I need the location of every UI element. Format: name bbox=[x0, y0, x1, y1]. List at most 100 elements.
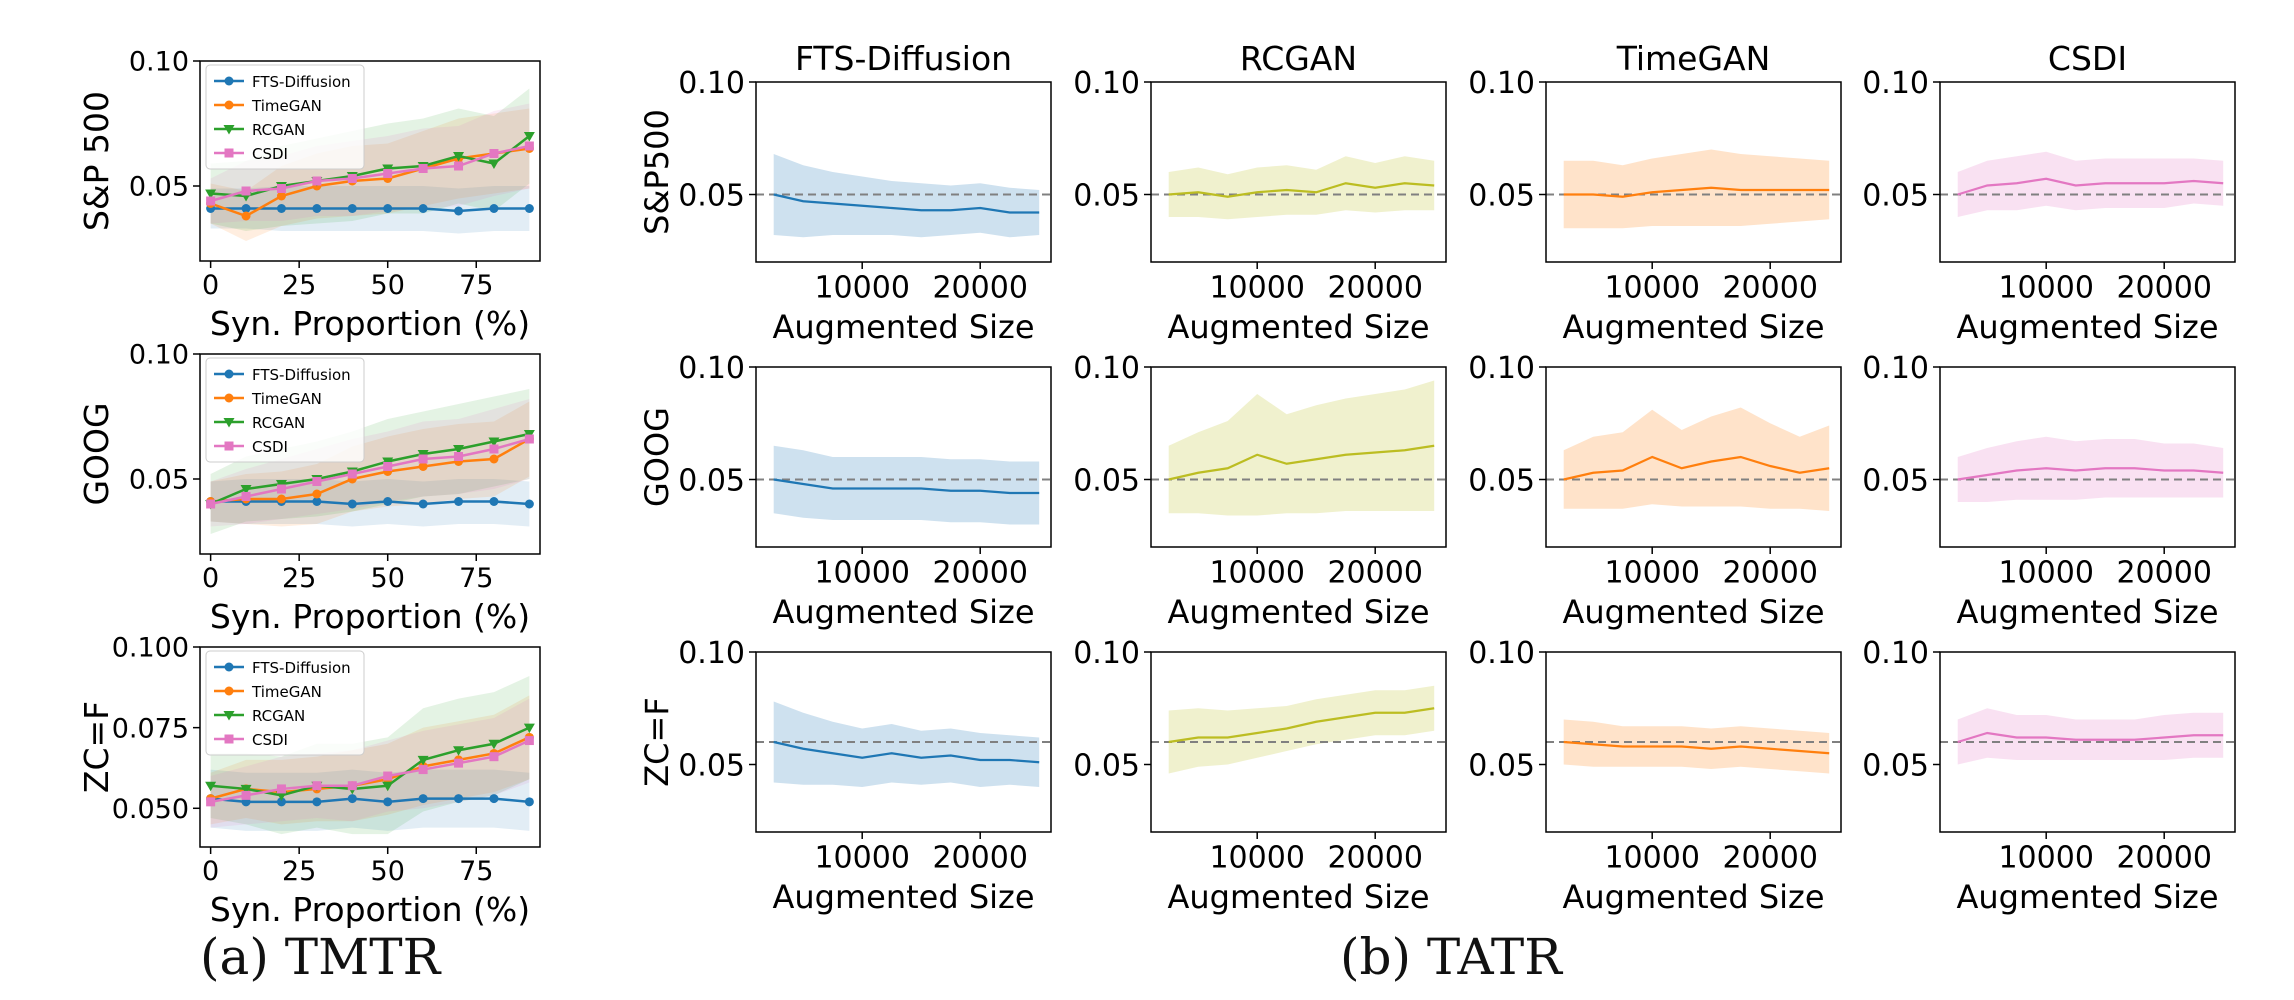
y-axis-label: GOOG bbox=[638, 407, 676, 507]
data-point-CSDI bbox=[206, 196, 216, 206]
band-TimeGAN bbox=[210, 401, 530, 527]
legend-label: FTS-Diffusion bbox=[252, 73, 351, 91]
data-point-CSDI bbox=[454, 758, 464, 768]
x-tick-label: 20000 bbox=[1327, 271, 1422, 306]
data-point-RCGAN bbox=[523, 723, 535, 734]
x-axis-label: Syn. Proportion (%) bbox=[210, 304, 530, 343]
data-point-FTS-Diffusion bbox=[454, 794, 464, 804]
data-point-CSDI bbox=[206, 797, 216, 807]
data-point-FTS-Diffusion bbox=[347, 204, 357, 213]
x-tick-label: 0 bbox=[202, 856, 219, 887]
data-layer bbox=[756, 701, 1051, 787]
y-tick-label: 0.050 bbox=[112, 794, 189, 825]
data-point-FTS-Diffusion bbox=[312, 497, 322, 506]
legend-marker-CSDI bbox=[224, 734, 234, 744]
chart-title: FTS-Diffusion bbox=[795, 39, 1012, 78]
data-point-CSDI bbox=[418, 765, 428, 775]
y-tick-label: 0.05 bbox=[1073, 463, 1140, 498]
x-axis-label: Augmented Size bbox=[1167, 593, 1429, 631]
data-point-CSDI bbox=[489, 752, 499, 762]
x-tick-label: 10000 bbox=[1604, 271, 1699, 306]
data-point-RCGAN bbox=[205, 189, 217, 199]
data-layer bbox=[1940, 436, 2235, 502]
y-tick-label: 0.10 bbox=[1468, 351, 1535, 386]
y-tick-label: 0.05 bbox=[1073, 178, 1140, 213]
series-line-RCGAN bbox=[1168, 182, 1435, 198]
legend-label: TimeGAN bbox=[251, 390, 322, 408]
data-layer bbox=[1151, 685, 1446, 774]
series-line-FTS-Diffusion bbox=[210, 207, 530, 213]
data-point-RCGAN bbox=[417, 755, 429, 766]
caption-tmtr: (a) TMTR bbox=[200, 928, 441, 986]
y-axis-label: ZC=F bbox=[638, 697, 676, 786]
band-FTS-Diffusion bbox=[773, 154, 1040, 238]
data-point-FTS-Diffusion bbox=[524, 797, 534, 807]
data-point-RCGAN bbox=[488, 739, 500, 750]
x-tick-label: 20000 bbox=[1722, 556, 1817, 591]
panel-tmtr-goog: 0 25 50 75 0.05 0.10 Syn. Proportion (%) GOOG FT… bbox=[77, 340, 541, 636]
x-axis-label: Syn. Proportion (%) bbox=[210, 597, 530, 636]
y-tick-label: 0.10 bbox=[1073, 66, 1140, 101]
x-tick-label: 10000 bbox=[1604, 556, 1699, 591]
data-layer bbox=[1151, 156, 1446, 220]
data-point-CSDI bbox=[489, 149, 499, 158]
axes-frame bbox=[1545, 81, 1842, 263]
legend: FTS-Diffusion TimeGAN RCGAN CSDI bbox=[205, 64, 365, 170]
panel-tatr-goog-rcgan: 10000 20000 0.05 0.10 Augmented Size bbox=[1073, 351, 1447, 631]
data-point-CSDI bbox=[383, 771, 393, 781]
y-tick-label: 0.10 bbox=[1468, 66, 1535, 101]
axes-frame bbox=[1545, 651, 1842, 833]
panel-tatr-zcf-fts: 10000 20000 0.05 0.10 Augmented Size ZC=F bbox=[638, 636, 1052, 916]
data-point-RCGAN bbox=[488, 159, 500, 169]
y-tick-label: 0.05 bbox=[1862, 748, 1929, 783]
x-tick-label: 10000 bbox=[1998, 556, 2093, 591]
x-tick-label: 20000 bbox=[932, 841, 1027, 876]
legend-marker-FTS-Diffusion bbox=[224, 76, 234, 86]
data-point-FTS-Diffusion bbox=[489, 204, 499, 213]
axes-frame bbox=[199, 60, 541, 262]
legend-label: TimeGAN bbox=[251, 683, 322, 701]
data-point-FTS-Diffusion bbox=[347, 794, 357, 804]
legend-box bbox=[205, 650, 365, 756]
legend-marker-RCGAN bbox=[223, 125, 235, 135]
data-point-CSDI bbox=[524, 434, 534, 444]
x-tick-label: 20000 bbox=[1722, 271, 1817, 306]
data-point-CSDI bbox=[454, 452, 464, 461]
y-tick-label: 0.10 bbox=[1862, 636, 1929, 671]
data-layer bbox=[1546, 407, 1841, 511]
data-point-FTS-Diffusion bbox=[418, 499, 428, 509]
band-TimeGAN bbox=[1563, 719, 1830, 774]
data-point-RCGAN bbox=[240, 784, 252, 795]
data-point-CSDI bbox=[418, 454, 428, 464]
data-point-FTS-Diffusion bbox=[347, 499, 357, 509]
y-tick-label: 0.05 bbox=[1862, 178, 1929, 213]
panel-tatr-goog-csdi: 10000 20000 0.05 0.10 Augmented Size bbox=[1862, 351, 2236, 631]
data-point-TimeGAN bbox=[312, 489, 322, 499]
x-axis-label: Syn. Proportion (%) bbox=[210, 890, 530, 929]
x-tick-label: 20000 bbox=[1327, 841, 1422, 876]
axes-frame bbox=[199, 353, 541, 555]
legend-label: CSDI bbox=[252, 731, 288, 749]
data-layer bbox=[205, 88, 535, 241]
series-line-CSDI bbox=[210, 739, 530, 804]
data-layer bbox=[1546, 149, 1841, 229]
legend-marker-RCGAN bbox=[223, 418, 235, 428]
x-tick-label: 75 bbox=[459, 856, 493, 887]
axes-frame bbox=[755, 81, 1052, 263]
x-tick-label: 50 bbox=[371, 856, 405, 887]
y-tick-label: 0.05 bbox=[1468, 748, 1535, 783]
y-tick-label: 0.100 bbox=[112, 633, 189, 664]
x-axis-label: Augmented Size bbox=[1562, 878, 1824, 916]
data-point-CSDI bbox=[312, 176, 322, 186]
data-layer bbox=[1546, 719, 1841, 774]
legend-label: RCGAN bbox=[252, 121, 305, 139]
x-axis-label: Augmented Size bbox=[1167, 878, 1429, 916]
x-tick-label: 10000 bbox=[1998, 271, 2093, 306]
data-point-FTS-Diffusion bbox=[276, 204, 286, 213]
x-tick-label: 20000 bbox=[2116, 271, 2211, 306]
x-tick-label: 10000 bbox=[1209, 271, 1304, 306]
series-line-CSDI bbox=[210, 437, 530, 506]
x-axis-label: Augmented Size bbox=[1562, 308, 1824, 346]
legend-marker-FTS-Diffusion bbox=[224, 662, 234, 672]
chart-title: RCGAN bbox=[1240, 39, 1357, 78]
